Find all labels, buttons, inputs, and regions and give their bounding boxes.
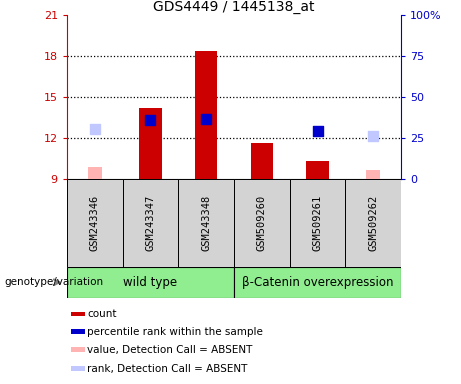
Point (314, 128, 321, 134)
Bar (71, 312, 85, 316)
Text: rank, Detection Call = ABSENT: rank, Detection Call = ABSENT (87, 364, 248, 374)
Text: wild type: wild type (124, 276, 177, 289)
Bar (290, 179, 345, 267)
Bar (123, 179, 178, 267)
Bar (195, 51, 217, 179)
Title: GDS4449 / 1445138_at: GDS4449 / 1445138_at (153, 0, 315, 14)
Point (91, 126, 98, 132)
Point (370, 133, 377, 139)
Text: GSM509262: GSM509262 (368, 195, 378, 251)
Text: GSM243347: GSM243347 (145, 195, 155, 251)
Bar (67, 179, 123, 267)
Text: percentile rank within the sample: percentile rank within the sample (87, 327, 263, 337)
Point (202, 116, 210, 122)
Text: value, Detection Call = ABSENT: value, Detection Call = ABSENT (87, 344, 252, 354)
Bar (366, 170, 380, 179)
Bar (67, 267, 234, 298)
Text: GSM509261: GSM509261 (313, 195, 323, 251)
Text: count: count (87, 309, 117, 319)
Bar (139, 108, 161, 179)
Text: β-Catenin overexpression: β-Catenin overexpression (242, 276, 393, 289)
Bar (178, 179, 234, 267)
Point (147, 117, 154, 123)
Bar (307, 161, 329, 179)
Text: genotype/variation: genotype/variation (5, 277, 104, 287)
Text: GSM243346: GSM243346 (90, 195, 100, 251)
Bar (251, 142, 273, 179)
Text: GSM509260: GSM509260 (257, 195, 267, 251)
Text: GSM243348: GSM243348 (201, 195, 211, 251)
Bar (234, 179, 290, 267)
Bar (234, 267, 401, 298)
Bar (71, 329, 85, 334)
Bar (71, 347, 85, 352)
Bar (88, 167, 102, 179)
Bar (345, 179, 401, 267)
Bar (71, 366, 85, 371)
